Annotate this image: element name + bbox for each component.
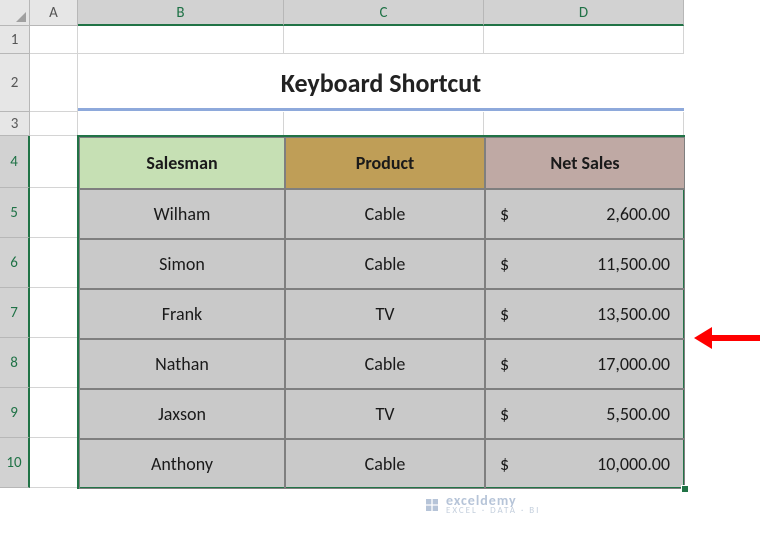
cell-A4[interactable] — [30, 136, 78, 188]
cell-A8[interactable] — [30, 338, 78, 388]
cell-A9[interactable] — [30, 388, 78, 438]
table-cell-product[interactable]: Cable — [285, 439, 485, 489]
currency-symbol: $ — [500, 453, 509, 475]
amount-value: 13,500.00 — [597, 303, 670, 325]
cell-C3[interactable] — [284, 112, 484, 136]
table-cell-product[interactable]: Cable — [285, 339, 485, 389]
table-cell-salesman[interactable]: Jaxson — [79, 389, 285, 439]
amount-value: 2,600.00 — [606, 203, 670, 225]
watermark: exceldemy EXCEL · DATA · BI — [424, 494, 540, 515]
cell-D1[interactable] — [484, 26, 684, 54]
cell-B3[interactable] — [78, 112, 284, 136]
amount-value: 10,000.00 — [597, 453, 670, 475]
cell-A1[interactable] — [30, 26, 78, 54]
cell-D3[interactable] — [484, 112, 684, 136]
arrow-head-icon — [694, 327, 712, 349]
currency-symbol: $ — [500, 303, 509, 325]
table-cell-net-sales[interactable]: $2,600.00 — [485, 189, 685, 239]
table-cell-product[interactable]: TV — [285, 389, 485, 439]
row-header-3[interactable]: 3 — [0, 112, 30, 136]
row-header-9[interactable]: 9 — [0, 388, 30, 438]
table-cell-salesman[interactable]: Anthony — [79, 439, 285, 489]
table-cell-net-sales[interactable]: $11,500.00 — [485, 239, 685, 289]
cell-A3[interactable] — [30, 112, 78, 136]
col-header-a[interactable]: A — [30, 0, 78, 26]
data-table[interactable]: SalesmanProductNet SalesWilhamCable$2,60… — [77, 135, 685, 489]
col-header-c[interactable]: C — [284, 0, 484, 26]
title-underline — [78, 108, 684, 111]
currency-symbol: $ — [500, 203, 509, 225]
table-cell-salesman[interactable]: Simon — [79, 239, 285, 289]
selection-fill-handle[interactable] — [681, 485, 689, 493]
row-header-10[interactable]: 10 — [0, 438, 30, 488]
amount-value: 17,000.00 — [597, 353, 670, 375]
table-cell-salesman[interactable]: Frank — [79, 289, 285, 339]
row-header-7[interactable]: 7 — [0, 288, 30, 338]
table-cell-product[interactable]: Cable — [285, 189, 485, 239]
row-header-8[interactable]: 8 — [0, 338, 30, 388]
select-all-corner[interactable] — [0, 0, 30, 26]
col-header-d[interactable]: D — [484, 0, 684, 26]
table-cell-net-sales[interactable]: $10,000.00 — [485, 439, 685, 489]
arrow-shaft — [712, 335, 760, 341]
cell-A5[interactable] — [30, 188, 78, 238]
spreadsheet: ABCD 12345678910 Keyboard Shortcut Sales… — [0, 0, 767, 559]
currency-symbol: $ — [500, 403, 509, 425]
callout-arrow — [694, 327, 760, 349]
col-header-b[interactable]: B — [78, 0, 284, 26]
table-cell-net-sales[interactable]: $13,500.00 — [485, 289, 685, 339]
watermark-logo-icon — [424, 497, 440, 513]
cell-A6[interactable] — [30, 238, 78, 288]
row-header-5[interactable]: 5 — [0, 188, 30, 238]
row-header-1[interactable]: 1 — [0, 26, 30, 54]
cell-A2[interactable] — [30, 54, 78, 112]
table-cell-net-sales[interactable]: $5,500.00 — [485, 389, 685, 439]
cell-B1[interactable] — [78, 26, 284, 54]
currency-symbol: $ — [500, 353, 509, 375]
table-header-product[interactable]: Product — [285, 137, 485, 189]
watermark-tagline: EXCEL · DATA · BI — [446, 506, 540, 515]
cell-A7[interactable] — [30, 288, 78, 338]
currency-symbol: $ — [500, 253, 509, 275]
title-text: Keyboard Shortcut — [281, 67, 481, 99]
cell-A10[interactable] — [30, 438, 78, 488]
amount-value: 11,500.00 — [597, 253, 670, 275]
row-header-2[interactable]: 2 — [0, 54, 30, 112]
table-header-net-sales[interactable]: Net Sales — [485, 137, 685, 189]
table-header-salesman[interactable]: Salesman — [79, 137, 285, 189]
page-title: Keyboard Shortcut — [78, 54, 684, 112]
table-cell-salesman[interactable]: Nathan — [79, 339, 285, 389]
row-header-6[interactable]: 6 — [0, 238, 30, 288]
table-cell-salesman[interactable]: Wilham — [79, 189, 285, 239]
row-header-4[interactable]: 4 — [0, 136, 30, 188]
amount-value: 5,500.00 — [606, 403, 670, 425]
table-cell-product[interactable]: Cable — [285, 239, 485, 289]
table-cell-product[interactable]: TV — [285, 289, 485, 339]
cell-C1[interactable] — [284, 26, 484, 54]
table-cell-net-sales[interactable]: $17,000.00 — [485, 339, 685, 389]
